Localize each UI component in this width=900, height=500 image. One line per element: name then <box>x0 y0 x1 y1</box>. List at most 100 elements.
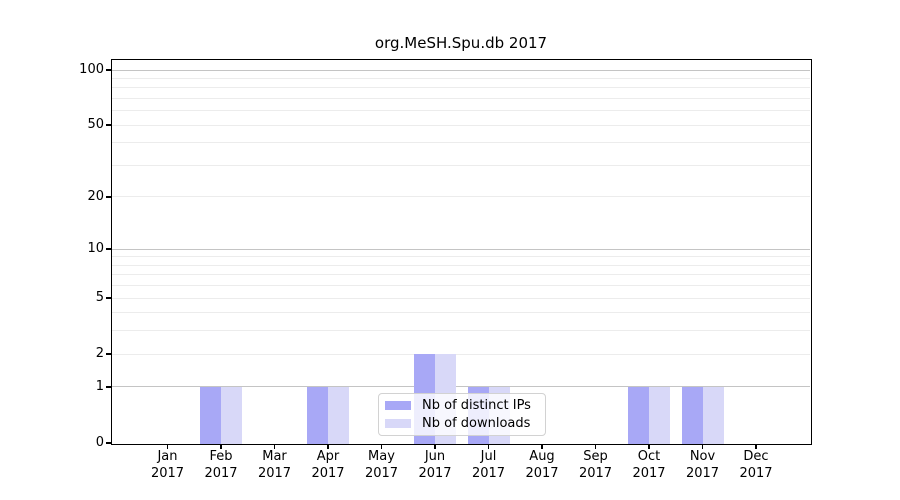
legend-item-distinct-ips: Nb of distinct IPs <box>385 397 545 413</box>
minor-gridline <box>112 196 810 198</box>
x-tick <box>166 444 169 449</box>
minor-gridline <box>112 164 810 166</box>
x-tick-month: Aug <box>529 449 555 464</box>
bar-ips-nov <box>681 386 703 444</box>
x-tick-year: 2017 <box>364 465 399 481</box>
x-tick-month: Jan <box>157 449 178 464</box>
y-tick-label: 100 <box>79 62 104 77</box>
y-tick-label: 50 <box>87 117 104 133</box>
y-tick <box>105 196 111 198</box>
minor-gridline <box>112 285 810 287</box>
minor-gridline <box>112 353 810 355</box>
minor-gridline <box>112 256 810 258</box>
minor-gridline <box>112 274 810 276</box>
minor-gridline <box>112 312 810 314</box>
x-tick-label: Dec 2017 <box>724 449 788 482</box>
x-tick-month: Jul <box>480 449 497 464</box>
x-tick-year: 2017 <box>204 465 238 481</box>
y-tick <box>105 248 111 250</box>
y-tick <box>105 442 111 444</box>
x-tick <box>273 444 276 449</box>
y-tick <box>105 124 111 126</box>
x-tick-label: Jul 2017 <box>457 449 521 482</box>
y-tick <box>105 353 111 355</box>
bar-ips-apr <box>307 386 328 444</box>
major-gridline <box>112 248 810 250</box>
x-tick-month: Nov <box>689 449 716 464</box>
x-tick-label: Jan 2017 <box>136 449 200 482</box>
x-tick <box>327 444 329 449</box>
x-tick-month: Mar <box>262 449 287 464</box>
x-tick-month: May <box>368 449 395 464</box>
x-tick <box>434 444 436 449</box>
x-tick-year: 2017 <box>525 465 559 481</box>
x-tick-label: Sep 2017 <box>564 449 628 482</box>
minor-gridline <box>112 97 810 99</box>
x-tick <box>380 444 383 449</box>
major-gridline <box>112 69 810 71</box>
x-tick <box>220 444 222 449</box>
bar-downloads-oct <box>649 386 670 444</box>
minor-gridline <box>112 142 810 144</box>
x-tick-month: Oct <box>637 449 661 464</box>
y-tick <box>105 386 111 388</box>
major-gridline <box>112 386 810 388</box>
x-tick <box>701 444 704 449</box>
x-tick-year: 2017 <box>632 465 666 481</box>
x-tick-year: 2017 <box>257 465 292 481</box>
x-tick-month: Jun <box>424 449 446 464</box>
bar-ips-feb <box>200 386 221 444</box>
minor-gridline <box>112 330 810 332</box>
x-tick-label: Nov 2017 <box>671 449 735 482</box>
legend-label-distinct-ips: Nb of distinct IPs <box>422 397 531 413</box>
y-tick-label: 20 <box>87 188 104 204</box>
y-tick <box>105 69 111 71</box>
y-tick-label: 10 <box>87 241 104 257</box>
x-tick <box>755 444 757 449</box>
x-tick-year: 2017 <box>739 465 773 481</box>
minor-gridline <box>112 124 810 126</box>
x-tick-label: Jun 2017 <box>403 449 467 482</box>
bar-downloads-nov <box>702 386 724 444</box>
legend: Nb of distinct IPs Nb of downloads <box>378 393 546 436</box>
y-tick-label: 0 <box>95 435 104 450</box>
chart-title: org.MeSH.Spu.db 2017 <box>374 34 548 52</box>
minor-gridline <box>112 297 810 299</box>
x-tick-month: Sep <box>583 449 608 464</box>
minor-gridline <box>112 87 810 89</box>
x-tick-label: Feb 2017 <box>189 449 253 482</box>
x-tick-year: 2017 <box>311 465 345 481</box>
y-tick-label: 2 <box>95 346 104 362</box>
x-tick-year: 2017 <box>418 465 452 481</box>
legend-swatch-distinct-ips <box>385 400 411 411</box>
x-tick-year: 2017 <box>685 465 720 481</box>
y-tick <box>105 297 111 299</box>
minor-gridline <box>112 77 810 79</box>
x-tick-label: Apr 2017 <box>296 449 360 482</box>
bar-downloads-apr <box>328 386 349 444</box>
x-tick <box>648 444 650 449</box>
minor-gridline <box>112 110 810 112</box>
x-tick-month: Dec <box>743 449 769 464</box>
plot-border <box>110 58 812 445</box>
x-tick <box>541 444 543 449</box>
minor-gridline <box>112 264 810 266</box>
x-tick-month: Feb <box>209 449 233 464</box>
x-tick-label: Aug 2017 <box>510 449 574 482</box>
x-tick-year: 2017 <box>578 465 613 481</box>
x-tick-label: Oct 2017 <box>617 449 681 482</box>
legend-swatch-downloads <box>385 418 411 429</box>
x-tick-month: Apr <box>316 449 340 464</box>
x-tick-year: 2017 <box>471 465 506 481</box>
y-tick-label: 1 <box>95 378 104 394</box>
x-tick <box>487 444 490 449</box>
legend-label-downloads: Nb of downloads <box>422 415 531 431</box>
x-tick-label: Mar 2017 <box>243 449 307 482</box>
bar-downloads-feb <box>221 386 242 444</box>
x-tick-label: May 2017 <box>350 449 414 482</box>
legend-item-downloads: Nb of downloads <box>385 415 545 431</box>
x-tick-year: 2017 <box>150 465 185 481</box>
